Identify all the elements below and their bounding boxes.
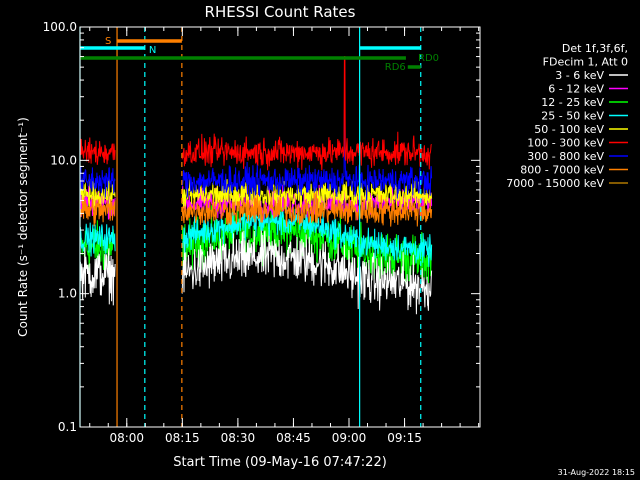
legend-label: 300 - 800 keV [527,150,604,163]
y-tick-label: 0.1 [58,420,77,434]
series-line [80,225,433,315]
y-axis-label: Count Rate (s⁻¹ detector segment⁻¹) [16,117,30,337]
series-line [80,191,433,227]
x-tick-label: 08:00 [109,431,144,445]
legend-label: 100 - 300 keV [527,137,604,150]
legend-header: FDecim 1, Att 0 [543,56,628,69]
series-line [80,56,432,171]
legend-label: 7000 - 15000 keV [506,177,604,190]
series-line [80,109,433,201]
plot-frame [79,26,481,428]
y-tick-label: 1.0 [58,287,77,301]
series-line [80,203,433,267]
x-tick-label: 08:30 [221,431,256,445]
chart-title: RHESSI Count Rates [205,3,356,21]
legend-label: 25 - 50 keV [541,110,604,123]
x-tick-label: 09:00 [332,431,367,445]
legend-label: 50 - 100 keV [534,123,604,136]
x-axis-label: Start Time (09-May-16 07:47:22) [173,455,387,470]
legend-header: Det 1f,3f,6f, [562,42,628,55]
x-tick-label: 08:45 [276,431,311,445]
y-tick-label: 100.0 [43,20,77,34]
legend-label: 6 - 12 keV [548,83,604,96]
flag-label: S [105,36,111,47]
flag-label: N [149,45,156,56]
y-tick-label: 10.0 [50,153,77,167]
legend-label: 3 - 6 keV [555,69,604,82]
legend-label: 12 - 25 keV [541,96,604,109]
legend-label: 800 - 7000 keV [520,164,604,177]
x-tick-label: 09:15 [387,431,422,445]
flag-label: RD6 [385,62,406,73]
timestamp: 31-Aug-2022 18:15 [558,468,635,477]
flag-label: RD0 [418,53,439,64]
x-tick-label: 08:15 [165,431,200,445]
